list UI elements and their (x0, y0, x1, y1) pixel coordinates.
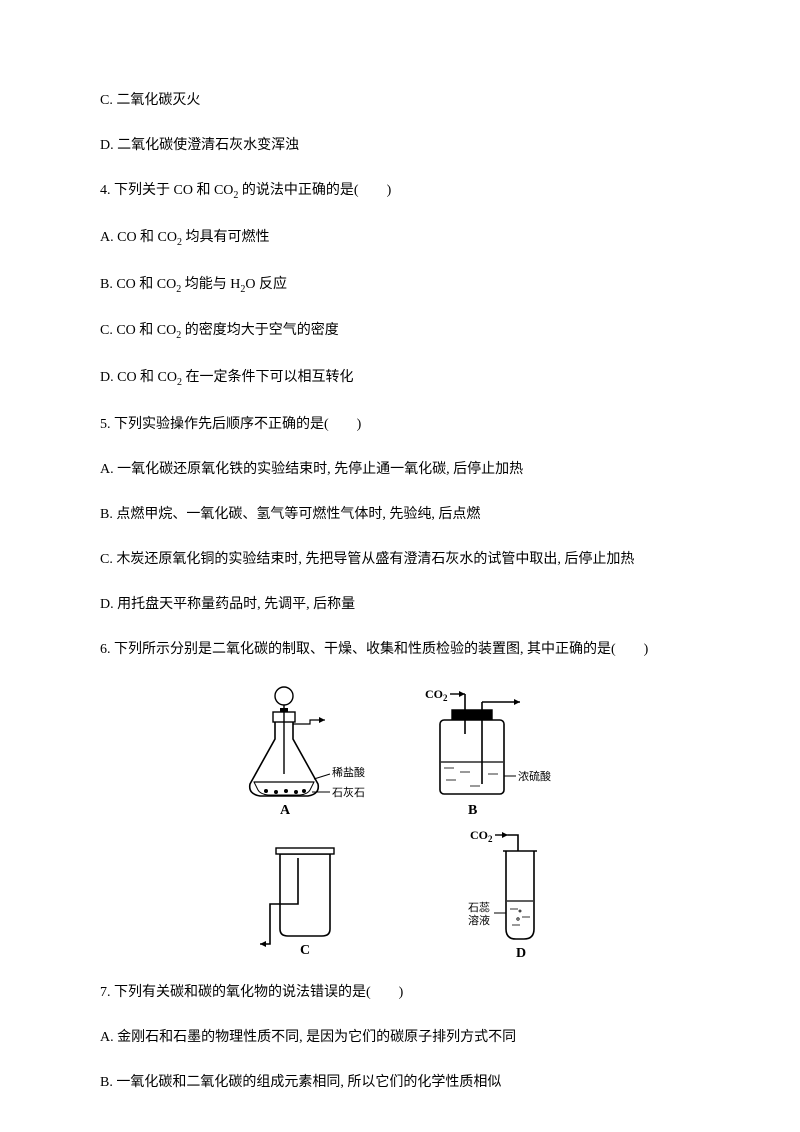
q4-b-mid: 均能与 H (181, 277, 240, 292)
apparatus-b: CO2 浓硫酸 B (425, 687, 551, 818)
q4-a-post: 均具有可燃性 (182, 230, 270, 245)
a-letter: A (280, 803, 291, 818)
q7-stem: 7. 下列有关碳和碳的氧化物的说法错误的是( ) (100, 982, 700, 1003)
q4-d-pre: D. CO 和 CO (100, 370, 177, 385)
d-co2: CO2 (470, 828, 493, 844)
a-label-stone: 石灰石 (332, 785, 365, 799)
c-letter: C (300, 943, 310, 958)
q6-stem: 6. 下列所示分别是二氧化碳的制取、干燥、收集和性质检验的装置图, 其中正确的是… (100, 639, 700, 660)
q4-option-b: B. CO 和 CO2 均能与 H2O 反应 (100, 274, 700, 297)
q5-option-b: B. 点燃甲烷、一氧化碳、氢气等可燃性气体时, 先验纯, 后点燃 (100, 504, 700, 525)
q7-option-b: B. 一氧化碳和二氧化碳的组成元素相同, 所以它们的化学性质相似 (100, 1072, 700, 1093)
q4-c-post: 的密度均大于空气的密度 (181, 323, 339, 338)
b-letter: B (468, 803, 477, 818)
b-liquid: 浓硫酸 (518, 769, 551, 783)
apparatus-a: 稀盐酸 石灰石 A (250, 687, 365, 818)
q5-option-d: D. 用托盘天平称量药品时, 先调平, 后称量 (100, 594, 700, 615)
q6-svg: 稀盐酸 石灰石 A CO2 浓硫酸 B (230, 684, 570, 964)
q4-d-post: 在一定条件下可以相互转化 (182, 370, 354, 385)
q5-option-a: A. 一氧化碳还原氧化铁的实验结束时, 先停止通一氧化碳, 后停止加热 (100, 459, 700, 480)
q5-option-c: C. 木炭还原氧化铜的实验结束时, 先把导管从盛有澄清石灰水的试管中取出, 后停… (100, 549, 700, 570)
b-co2: CO2 (425, 687, 448, 703)
q4-c-pre: C. CO 和 CO (100, 323, 176, 338)
q4-b-post: O 反应 (245, 277, 287, 292)
apparatus-c: C (260, 848, 334, 958)
q4-stem: 4. 下列关于 CO 和 CO2 的说法中正确的是( ) (100, 180, 700, 203)
q4-stem-pre: 4. 下列关于 CO 和 CO (100, 183, 233, 198)
q4-option-c: C. CO 和 CO2 的密度均大于空气的密度 (100, 320, 700, 343)
q3-option-c: C. 二氧化碳灭火 (100, 90, 700, 111)
q4-stem-post: 的说法中正确的是( ) (238, 183, 391, 198)
q4-a-pre: A. CO 和 CO (100, 230, 177, 245)
q3-option-d: D. 二氧化碳使澄清石灰水变浑浊 (100, 135, 700, 156)
q7-option-a: A. 金刚石和石墨的物理性质不同, 是因为它们的碳原子排列方式不同 (100, 1027, 700, 1048)
q6-diagram: 稀盐酸 石灰石 A CO2 浓硫酸 B (100, 684, 700, 964)
d-liquid2: 溶液 (468, 913, 490, 927)
q5-stem: 5. 下列实验操作先后顺序不正确的是( ) (100, 414, 700, 435)
d-liquid1: 石蕊 (468, 901, 490, 914)
a-label-acid: 稀盐酸 (332, 765, 365, 779)
q4-option-a: A. CO 和 CO2 均具有可燃性 (100, 227, 700, 250)
q4-b-pre: B. CO 和 CO (100, 277, 176, 292)
apparatus-d: CO2 石蕊 溶液 D (468, 828, 537, 961)
d-letter: D (516, 946, 526, 961)
q4-option-d: D. CO 和 CO2 在一定条件下可以相互转化 (100, 367, 700, 390)
